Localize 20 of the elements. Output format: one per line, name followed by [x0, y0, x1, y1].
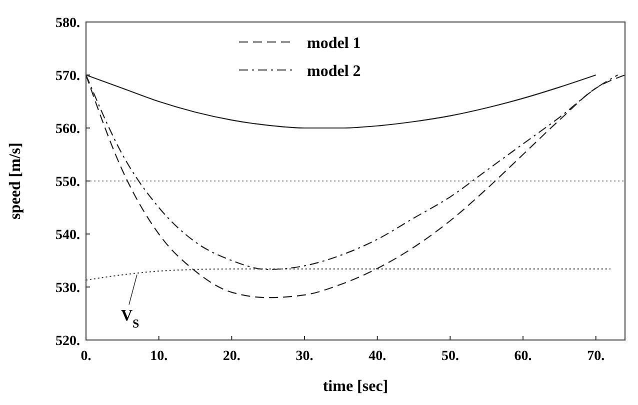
y-tick-label: 530. [56, 281, 80, 296]
x-tick-label: 10. [150, 349, 168, 364]
y-tick-label: 580. [56, 16, 80, 31]
x-tick-label: 50. [441, 349, 459, 364]
y-tick-label: 550. [56, 175, 80, 190]
legend-label: model 2 [307, 63, 361, 80]
annotation: V$_{S}$ [120, 308, 140, 331]
y-axis-title: speed [m/s] [7, 142, 24, 220]
x-tick-label: 70. [587, 349, 605, 364]
x-tick-label: 30. [296, 349, 314, 364]
legend-label: model 1 [307, 35, 361, 52]
y-tick-label: 570. [56, 69, 80, 84]
x-tick-label: 60. [514, 349, 532, 364]
x-tick-label: 40. [368, 349, 386, 364]
x-tick-label: 20. [222, 349, 240, 364]
y-tick-label: 520. [56, 334, 80, 349]
y-tick-label: 560. [56, 122, 80, 137]
x-tick-label: 0. [80, 349, 92, 364]
y-tick-label: 540. [56, 228, 80, 243]
x-axis-title: time [sec] [322, 378, 388, 395]
